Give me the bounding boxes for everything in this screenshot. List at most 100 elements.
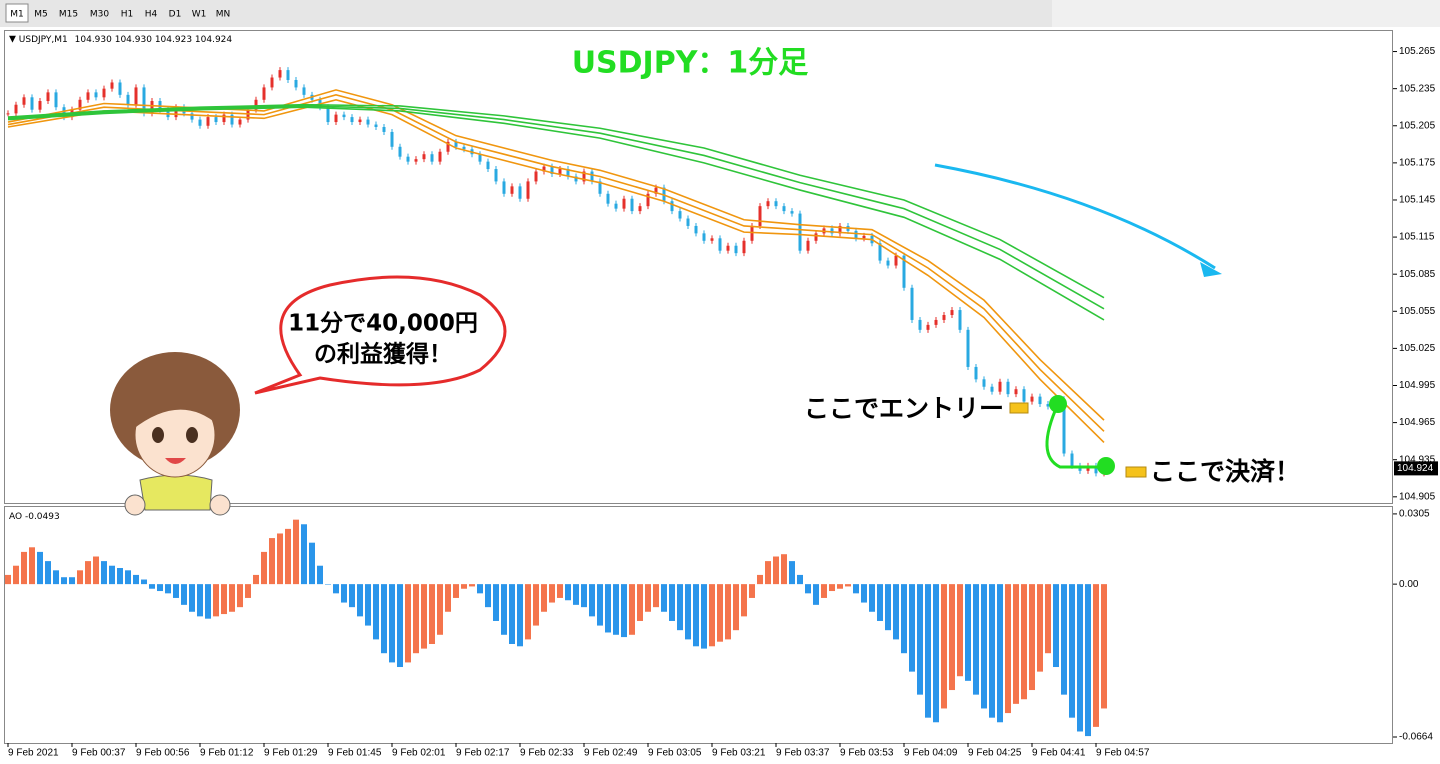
- candle: [1094, 465, 1098, 474]
- y-tick-label: 104.965: [1399, 417, 1436, 428]
- candle: [718, 238, 722, 251]
- trend-arrow: [934, 163, 1216, 270]
- candle: [582, 171, 586, 182]
- ao-header: AO -0.0493: [9, 512, 60, 522]
- ao-bar: [557, 584, 563, 598]
- tab[interactable]: H1: [121, 10, 134, 20]
- ao-bar: [261, 551, 267, 585]
- ao-bar: [405, 584, 411, 663]
- tab-box[interactable]: [188, 4, 210, 22]
- tab[interactable]: M1: [10, 10, 24, 20]
- ao-bar: [925, 584, 931, 718]
- tab-box[interactable]: [116, 4, 138, 22]
- ao-bar: [333, 584, 339, 594]
- candle: [942, 315, 946, 320]
- candle: [750, 225, 754, 241]
- tab[interactable]: H4: [145, 10, 158, 20]
- ao-bar: [349, 584, 355, 608]
- tab-box[interactable]: [212, 4, 234, 22]
- x-tick-label: 9 Feb 02:33: [520, 748, 574, 759]
- ao-bar: [317, 565, 323, 585]
- ao-bar: [477, 584, 483, 594]
- ao-bar: [181, 584, 187, 605]
- candle: [462, 146, 466, 150]
- candle: [1070, 453, 1074, 466]
- y-tick-label: 105.085: [1399, 269, 1436, 280]
- ao-bar: [605, 584, 611, 633]
- y-tick-label: 105.205: [1399, 120, 1436, 131]
- candle: [38, 101, 42, 110]
- candle: [142, 87, 146, 114]
- ao-bar: [141, 579, 147, 585]
- candle: [638, 206, 642, 212]
- tab[interactable]: M5: [34, 10, 48, 20]
- tab-box[interactable]: [5, 3, 29, 23]
- ao-bar: [277, 533, 283, 585]
- x-tick-label: 9 Feb 01:29: [264, 748, 318, 759]
- candle: [950, 310, 954, 315]
- candle: [326, 107, 330, 123]
- ao-bar: [205, 584, 211, 619]
- tab[interactable]: MN: [216, 10, 231, 20]
- ao-bar: [773, 556, 779, 585]
- ao-bar: [717, 584, 723, 642]
- candle: [878, 243, 882, 261]
- exit-marker: [1097, 457, 1115, 475]
- ao-bar: [613, 584, 619, 635]
- ao-bar: [229, 584, 235, 612]
- ao-bar: [733, 584, 739, 631]
- ao-bar: [1045, 584, 1051, 654]
- candle: [630, 198, 634, 212]
- candle: [414, 159, 418, 162]
- candle: [958, 310, 962, 330]
- y-tick-label: -0.0664: [1399, 732, 1433, 743]
- tab[interactable]: M15: [59, 10, 78, 20]
- candle: [422, 154, 426, 160]
- tab-box[interactable]: [54, 4, 83, 22]
- tab-box[interactable]: [140, 4, 162, 22]
- candle: [398, 146, 402, 157]
- entry-marker: [1049, 395, 1067, 413]
- tab-box[interactable]: [30, 4, 52, 22]
- ao-bar: [445, 584, 451, 612]
- tab[interactable]: W1: [192, 10, 207, 20]
- candle: [574, 176, 578, 182]
- character: [110, 352, 240, 516]
- ao-bar: [589, 584, 595, 617]
- candle: [118, 82, 122, 95]
- y-tick-label: 105.175: [1399, 158, 1436, 169]
- candle: [134, 87, 138, 105]
- price-tag: 104.924: [1397, 463, 1434, 474]
- y-tick-label: 105.145: [1399, 195, 1436, 206]
- candle: [150, 101, 154, 114]
- ao-bar: [909, 584, 915, 672]
- candle: [1062, 399, 1066, 454]
- candle: [174, 107, 178, 118]
- tab[interactable]: M30: [90, 10, 109, 20]
- ao-bar: [709, 584, 715, 647]
- y-tick-label: 105.235: [1399, 83, 1436, 94]
- tab[interactable]: D1: [169, 10, 182, 20]
- tab-box[interactable]: [85, 4, 114, 22]
- candle: [566, 169, 570, 177]
- ao-bar: [453, 584, 459, 598]
- y-tick-label: 105.115: [1399, 232, 1435, 243]
- candle: [214, 117, 218, 123]
- ao-bar: [901, 584, 907, 654]
- moving-average: [7, 105, 1105, 310]
- ao-bar: [965, 584, 971, 681]
- candle: [790, 211, 794, 214]
- candle: [374, 124, 378, 127]
- ao-bar: [61, 577, 67, 585]
- quote: 104.923: [155, 35, 192, 45]
- ao-bar: [813, 584, 819, 605]
- candle: [926, 324, 930, 330]
- tab-box[interactable]: [164, 4, 186, 22]
- x-tick-label: 9 Feb 03:53: [840, 748, 894, 759]
- y-tick-label: 105.265: [1399, 46, 1436, 57]
- ao-label: AO: [9, 512, 22, 522]
- candle: [126, 94, 130, 105]
- candle: [854, 230, 858, 239]
- candle: [550, 166, 554, 174]
- ao-bar: [117, 568, 123, 585]
